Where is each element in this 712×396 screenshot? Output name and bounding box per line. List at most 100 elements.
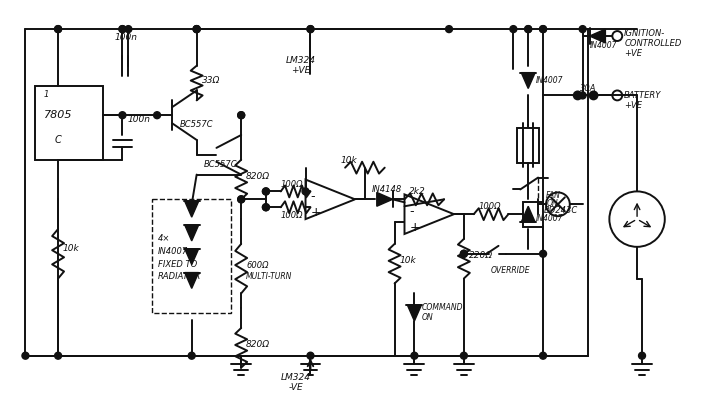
Text: IN4007: IN4007 [536, 76, 564, 85]
Text: MULTI-TURN: MULTI-TURN [246, 272, 293, 281]
Text: 100n: 100n [127, 115, 150, 124]
Text: IN4007: IN4007 [590, 41, 617, 50]
Circle shape [193, 26, 200, 32]
Text: +: + [409, 221, 420, 234]
Text: 100Ω: 100Ω [478, 202, 501, 211]
Polygon shape [185, 249, 199, 265]
Circle shape [579, 92, 586, 99]
Text: +: + [310, 206, 321, 219]
Text: 820Ω: 820Ω [246, 340, 271, 349]
Text: LM324: LM324 [286, 56, 315, 65]
Circle shape [238, 112, 245, 119]
Circle shape [238, 112, 245, 119]
Circle shape [307, 26, 314, 32]
Text: OVERRIDE: OVERRIDE [491, 266, 530, 275]
Text: ON: ON [547, 199, 559, 208]
Bar [36, 86, 103, 160]
Circle shape [540, 26, 547, 32]
Text: RADIATOR: RADIATOR [158, 272, 201, 281]
Text: 2k2: 2k2 [409, 187, 426, 196]
Text: COMMAND: COMMAND [422, 303, 463, 312]
Polygon shape [377, 192, 392, 206]
Circle shape [307, 26, 314, 32]
Circle shape [589, 90, 599, 100]
Circle shape [193, 26, 200, 32]
Polygon shape [521, 72, 535, 88]
Text: 220Ω: 220Ω [468, 251, 493, 260]
Polygon shape [185, 201, 199, 217]
Circle shape [572, 90, 582, 100]
Circle shape [263, 204, 269, 211]
Bar [523, 202, 543, 227]
Text: BATTERY: BATTERY [624, 91, 661, 101]
Text: 10k: 10k [399, 256, 417, 265]
Circle shape [238, 196, 245, 203]
Circle shape [188, 352, 195, 359]
Text: 10k: 10k [340, 156, 357, 165]
Text: +VE: +VE [291, 66, 310, 75]
Circle shape [540, 26, 547, 32]
Text: IN4148: IN4148 [372, 185, 402, 194]
Text: C: C [55, 135, 61, 145]
Circle shape [411, 352, 418, 359]
Text: IN4007: IN4007 [536, 214, 564, 223]
Circle shape [639, 352, 646, 359]
Circle shape [461, 352, 467, 359]
Circle shape [579, 26, 586, 32]
Text: +VE: +VE [624, 101, 642, 110]
Text: 7805: 7805 [44, 110, 73, 120]
Text: 4×: 4× [158, 234, 170, 243]
Text: IN4007: IN4007 [158, 247, 188, 256]
Text: 33Ω: 33Ω [201, 76, 220, 85]
Circle shape [55, 26, 61, 32]
Circle shape [461, 250, 467, 257]
Text: -VE: -VE [288, 383, 303, 392]
Text: BD243C: BD243C [544, 206, 578, 215]
Circle shape [307, 352, 314, 359]
Text: 10k: 10k [63, 244, 80, 253]
Text: -: - [409, 205, 414, 218]
Polygon shape [590, 29, 605, 43]
Circle shape [540, 352, 547, 359]
Circle shape [119, 26, 126, 32]
Circle shape [510, 26, 517, 32]
Circle shape [193, 26, 200, 32]
Circle shape [55, 352, 61, 359]
Circle shape [119, 26, 126, 32]
Polygon shape [407, 305, 422, 321]
Circle shape [119, 112, 126, 119]
Circle shape [22, 352, 29, 359]
Circle shape [263, 204, 269, 211]
Circle shape [461, 250, 467, 257]
Text: LM324: LM324 [281, 373, 310, 381]
Polygon shape [521, 206, 535, 222]
Circle shape [55, 26, 61, 32]
Text: 820Ω: 820Ω [246, 171, 271, 181]
Text: 600Ω: 600Ω [246, 261, 268, 270]
Polygon shape [185, 272, 199, 288]
Text: 1: 1 [43, 90, 48, 99]
Circle shape [154, 112, 160, 119]
Text: FAN: FAN [545, 191, 560, 200]
Text: BC557C: BC557C [204, 160, 237, 169]
Circle shape [238, 196, 245, 203]
Circle shape [125, 26, 132, 32]
Text: FIXED TO: FIXED TO [158, 260, 197, 269]
Circle shape [263, 188, 269, 195]
Text: IGNITION-: IGNITION- [624, 29, 666, 38]
Bar [518, 128, 539, 163]
Text: 100Ω: 100Ω [281, 211, 303, 220]
Text: 30A: 30A [580, 84, 596, 93]
Text: 100Ω: 100Ω [281, 179, 303, 188]
Text: +VE: +VE [624, 49, 642, 58]
Circle shape [540, 250, 547, 257]
Polygon shape [185, 225, 199, 241]
Text: 100n: 100n [115, 33, 137, 42]
Text: CONTROLLED: CONTROLLED [624, 39, 681, 48]
Circle shape [263, 188, 269, 195]
Bar [152, 199, 231, 313]
Text: -: - [310, 190, 315, 203]
Circle shape [525, 26, 532, 32]
Circle shape [302, 188, 309, 195]
Circle shape [525, 26, 532, 32]
